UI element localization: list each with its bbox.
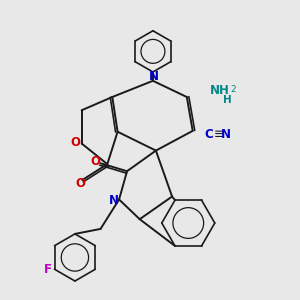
Text: O: O	[75, 177, 85, 190]
Text: F: F	[44, 263, 52, 276]
Text: C: C	[205, 128, 213, 141]
Text: O: O	[70, 136, 80, 149]
Text: O: O	[90, 155, 100, 168]
Text: N: N	[221, 128, 231, 141]
Text: 2: 2	[230, 85, 236, 94]
Text: NH: NH	[210, 84, 230, 97]
Text: H: H	[223, 95, 232, 105]
Text: ≡: ≡	[214, 128, 225, 141]
Text: N: N	[109, 194, 119, 207]
Text: N: N	[149, 70, 159, 83]
